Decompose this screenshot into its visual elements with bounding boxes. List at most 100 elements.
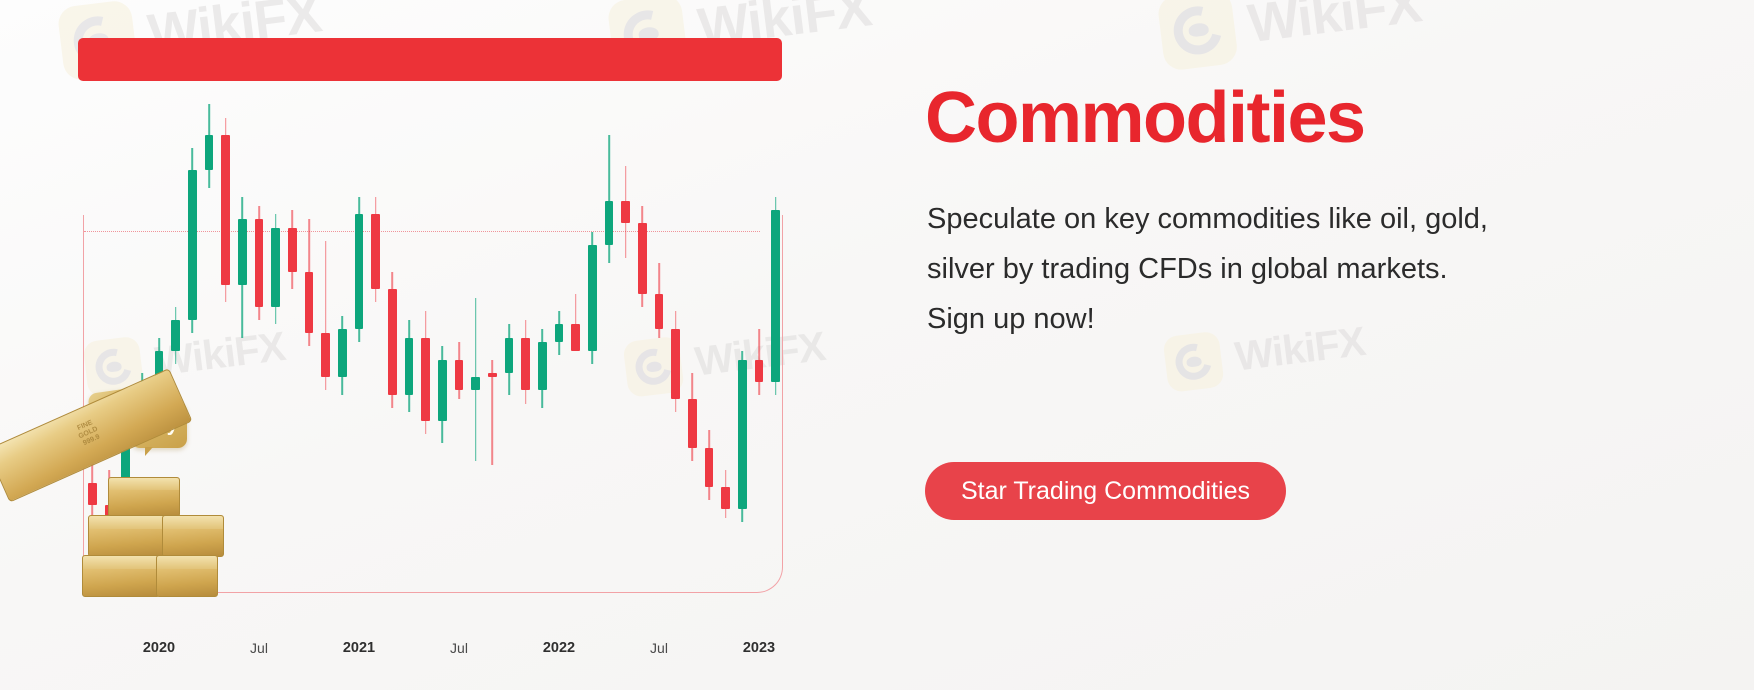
candlestick bbox=[504, 100, 514, 540]
candle-body bbox=[454, 359, 464, 391]
candlestick bbox=[704, 100, 714, 540]
x-axis-tick-label: 2022 bbox=[542, 640, 576, 656]
candle-body bbox=[704, 447, 714, 488]
reference-line bbox=[84, 231, 760, 232]
description-line-3: markets. bbox=[1336, 252, 1448, 285]
candlestick bbox=[338, 100, 347, 540]
gold-bar bbox=[82, 555, 160, 597]
candle-body bbox=[538, 342, 547, 391]
candle-body bbox=[638, 223, 647, 294]
candlestick bbox=[121, 100, 130, 540]
candlestick bbox=[238, 100, 247, 540]
candle-body bbox=[221, 135, 230, 285]
candlestick bbox=[671, 100, 680, 540]
candlestick bbox=[771, 100, 780, 540]
candle-body bbox=[604, 201, 614, 246]
candlestick bbox=[438, 100, 447, 540]
candle-body bbox=[371, 214, 380, 290]
candle-body bbox=[504, 337, 514, 373]
candlestick bbox=[654, 100, 664, 540]
candlestick bbox=[171, 100, 180, 540]
gold-bars-graphic: FINE GOLD 999.9 bbox=[0, 368, 240, 615]
gold-bar bbox=[162, 515, 224, 557]
candlestick bbox=[488, 100, 497, 540]
candle-wick bbox=[574, 293, 577, 347]
x-axis-tick-label: Jul bbox=[250, 640, 268, 656]
candle-body bbox=[288, 227, 297, 272]
candlestick bbox=[404, 100, 414, 540]
candle-body bbox=[154, 350, 164, 386]
candle-body bbox=[754, 359, 764, 382]
candlestick bbox=[271, 100, 280, 540]
page-title: Commodities bbox=[925, 78, 1366, 158]
description-line-1: Speculate on key commodities like oil, bbox=[927, 203, 1418, 235]
candlestick bbox=[471, 100, 480, 540]
x-axis-tick-label: 2020 bbox=[142, 640, 176, 656]
candle-body bbox=[488, 372, 497, 378]
chart-x-axis: 2020 Jul 2021 Jul 2022 Jul 2023 bbox=[84, 640, 784, 664]
candlestick bbox=[538, 100, 547, 540]
candle-body bbox=[254, 218, 264, 307]
candlestick bbox=[421, 100, 430, 540]
candlestick bbox=[738, 100, 747, 540]
candlestick bbox=[304, 100, 314, 540]
gold-bar-stamp: FINE GOLD 999.9 bbox=[74, 418, 102, 448]
candle-body bbox=[338, 328, 347, 378]
candle-body bbox=[421, 337, 430, 422]
candle-body bbox=[121, 412, 130, 518]
content-panel: Commodities Speculate on key commodities… bbox=[925, 0, 1754, 690]
candle-body bbox=[621, 201, 630, 224]
candle-wick bbox=[608, 135, 610, 263]
red-header-bar bbox=[78, 38, 782, 81]
x-axis-tick-label: 2023 bbox=[742, 640, 776, 656]
candlestick bbox=[254, 100, 264, 540]
candle-body bbox=[171, 320, 180, 351]
candle-body bbox=[688, 399, 697, 448]
candle-wick bbox=[491, 359, 494, 466]
candlestick bbox=[621, 100, 630, 540]
chart-frame-border bbox=[83, 215, 783, 593]
candle-body bbox=[354, 214, 364, 329]
candle-body bbox=[88, 482, 97, 505]
candlestick bbox=[554, 100, 564, 540]
candle-body bbox=[321, 333, 330, 378]
candle-body bbox=[554, 324, 564, 342]
x-axis-tick-label: 2021 bbox=[342, 640, 376, 656]
candle-body bbox=[271, 227, 280, 307]
candlestick bbox=[454, 100, 464, 540]
gold-bar bbox=[88, 515, 166, 557]
candlestick bbox=[521, 100, 530, 540]
candle-body bbox=[204, 135, 214, 171]
gold-bar bbox=[108, 477, 180, 517]
candlestick bbox=[638, 100, 647, 540]
candle-body bbox=[721, 487, 730, 510]
candle-body bbox=[238, 218, 247, 285]
candlestick bbox=[388, 100, 397, 540]
description-line-2: gold, silver by trading CFDs in global bbox=[927, 203, 1488, 285]
candle-wick bbox=[324, 240, 327, 391]
candle-body bbox=[471, 377, 480, 391]
candle-body bbox=[588, 245, 597, 351]
candlestick bbox=[221, 100, 230, 540]
candlestick bbox=[204, 100, 214, 540]
candle-body bbox=[671, 328, 680, 400]
candlestick bbox=[588, 100, 597, 540]
candlestick bbox=[188, 100, 197, 540]
candlestick bbox=[354, 100, 364, 540]
candlestick bbox=[604, 100, 614, 540]
candlestick bbox=[571, 100, 580, 540]
candlestick bbox=[88, 100, 97, 540]
candlestick bbox=[688, 100, 697, 540]
start-trading-commodities-button[interactable]: Star Trading Commodities bbox=[925, 462, 1287, 520]
candlestick bbox=[321, 100, 330, 540]
candle-body bbox=[304, 271, 314, 334]
x-axis-tick-label: Jul bbox=[650, 640, 668, 656]
candlestick bbox=[154, 100, 164, 540]
description-line-4: Sign up now! bbox=[927, 302, 1095, 335]
description-text: Speculate on key commodities like oil, g… bbox=[927, 195, 1547, 345]
candle-body bbox=[571, 324, 580, 351]
gold-bar bbox=[156, 555, 218, 597]
candle-body bbox=[771, 210, 780, 382]
